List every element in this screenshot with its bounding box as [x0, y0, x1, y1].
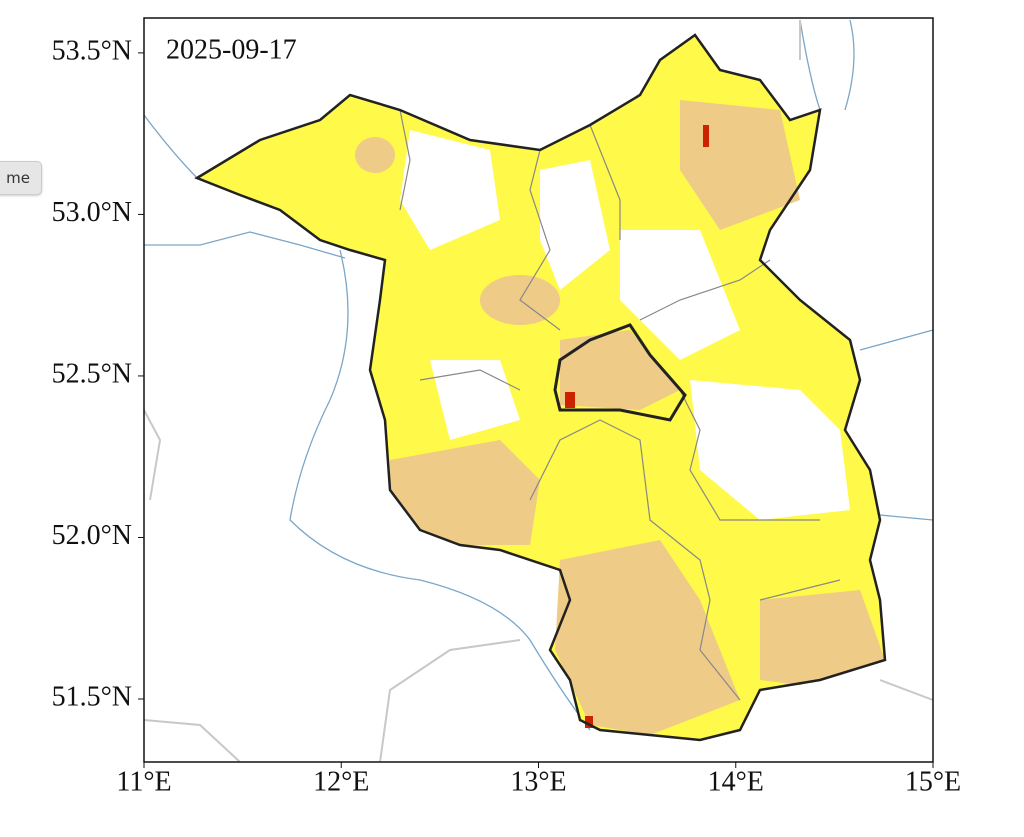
y-tick-label: 53.5°N — [52, 35, 132, 66]
background-features — [143, 19, 934, 763]
clear-areas — [400, 130, 850, 520]
berlin-outline — [553, 323, 687, 422]
axes: 11°E 12°E 13°E 14°E 15°E 51.5°N 52.0°N 52.5°N 53… — [52, 35, 962, 797]
rivers — [143, 19, 934, 731]
button[interactable]: me — [0, 161, 42, 195]
state-outline — [194, 33, 887, 742]
x-tick-label: 13°E — [510, 766, 566, 797]
x-tick-label: 11°E — [116, 766, 171, 797]
y-tick-label: 52.5°N — [52, 358, 132, 389]
dry-patches — [355, 100, 885, 735]
y-tick-label: 53.0°N — [52, 197, 132, 228]
y-tick-label: 52.0°N — [52, 520, 132, 551]
x-tick-label: 12°E — [313, 766, 369, 797]
date-label: 2025-09-17 — [166, 34, 297, 65]
y-tick-label: 51.5°N — [52, 681, 132, 712]
extreme-cells — [565, 125, 709, 728]
x-tick-label: 15°E — [905, 766, 961, 797]
x-tick-label: 14°E — [708, 766, 764, 797]
district-lines — [399, 109, 841, 701]
borders — [143, 20, 934, 763]
